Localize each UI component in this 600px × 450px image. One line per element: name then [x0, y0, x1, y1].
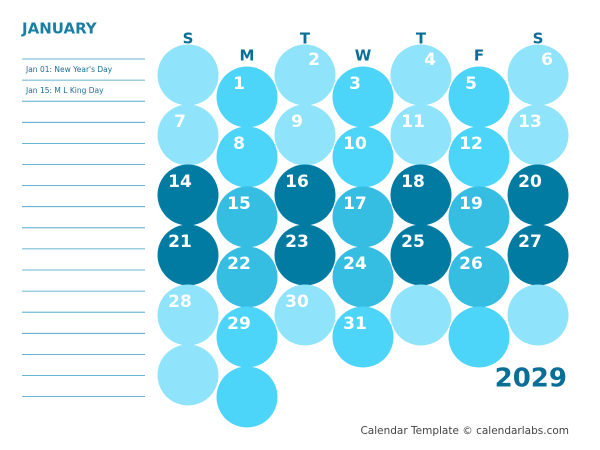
day-number: 27	[518, 232, 542, 252]
day-number: 28	[168, 292, 192, 312]
footer: Calendar Template © calendarlabs.com	[360, 425, 569, 437]
day-circle	[448, 306, 510, 368]
day-number: 25	[401, 232, 425, 252]
day-number: 16	[285, 172, 309, 192]
day-number: 30	[285, 292, 309, 312]
weekday-label: F	[474, 47, 484, 65]
day-circle	[390, 164, 452, 226]
day-number: 22	[227, 254, 251, 274]
note-text: Jan 15: M L King Day	[25, 86, 104, 95]
day-number: 14	[168, 172, 192, 192]
day-number: 23	[285, 232, 309, 252]
day-number: 15	[227, 194, 251, 214]
day-circle	[507, 224, 569, 286]
day-circle	[274, 104, 336, 166]
day-circle	[216, 186, 278, 248]
day-number: 26	[459, 254, 483, 274]
day-circle	[216, 126, 278, 188]
day-circle	[216, 366, 278, 428]
day-circle	[157, 224, 219, 286]
day-circle	[332, 306, 394, 368]
day-number: 21	[168, 232, 192, 252]
day-number: 18	[401, 172, 425, 192]
weekday-label: S	[533, 30, 544, 48]
day-number: 8	[233, 134, 245, 154]
note-text: Jan 01: New Year's Day	[25, 65, 113, 74]
month-title: JANUARY	[21, 20, 98, 38]
day-number: 1	[233, 74, 245, 94]
day-number: 19	[459, 194, 483, 214]
day-circle	[390, 44, 452, 106]
weekday-label: T	[300, 30, 311, 48]
note-lines: Jan 01: New Year's Day Jan 15: M L King D…	[22, 58, 145, 398]
day-circle	[157, 284, 219, 346]
day-number: 2	[308, 50, 320, 70]
day-circle	[507, 284, 569, 346]
day-circle	[274, 164, 336, 226]
day-circle	[332, 186, 394, 248]
day-circle	[448, 66, 510, 128]
day-circle	[216, 66, 278, 128]
day-circle	[157, 44, 219, 106]
day-number: 20	[518, 172, 542, 192]
weekday-label: M	[240, 47, 255, 65]
day-circle	[448, 246, 510, 308]
day-number: 24	[343, 254, 367, 274]
day-circle	[390, 224, 452, 286]
day-circle	[332, 66, 394, 128]
day-circle	[274, 224, 336, 286]
day-circle	[332, 246, 394, 308]
day-circle	[274, 284, 336, 346]
day-circle	[507, 104, 569, 166]
weekday-label: W	[355, 47, 372, 65]
day-circle	[448, 126, 510, 188]
day-number: 10	[343, 134, 367, 154]
day-number: 17	[343, 194, 367, 214]
day-circle	[390, 104, 452, 166]
day-number: 4	[424, 50, 436, 70]
day-circle	[216, 306, 278, 368]
day-circle	[274, 44, 336, 106]
year: 2029	[495, 364, 567, 394]
day-circle	[216, 246, 278, 308]
day-number: 3	[349, 74, 361, 94]
day-circle	[507, 44, 569, 106]
day-number: 31	[343, 314, 367, 334]
day-circle	[390, 284, 452, 346]
day-number: 7	[174, 112, 186, 132]
day-circle	[157, 344, 219, 406]
day-number: 6	[541, 50, 553, 70]
day-number: 5	[465, 74, 477, 94]
day-circle	[157, 164, 219, 226]
day-number: 13	[518, 112, 542, 132]
day-grid: SMTWTFS123456789101112131415161718192021…	[157, 30, 569, 428]
day-number: 11	[401, 112, 425, 132]
day-circle	[332, 126, 394, 188]
day-circle	[157, 104, 219, 166]
weekday-label: S	[183, 30, 194, 48]
day-number: 9	[291, 112, 303, 132]
day-number: 12	[459, 134, 483, 154]
day-number: 29	[227, 314, 251, 334]
day-circle	[507, 164, 569, 226]
day-circle	[448, 186, 510, 248]
weekday-label: T	[416, 30, 427, 48]
